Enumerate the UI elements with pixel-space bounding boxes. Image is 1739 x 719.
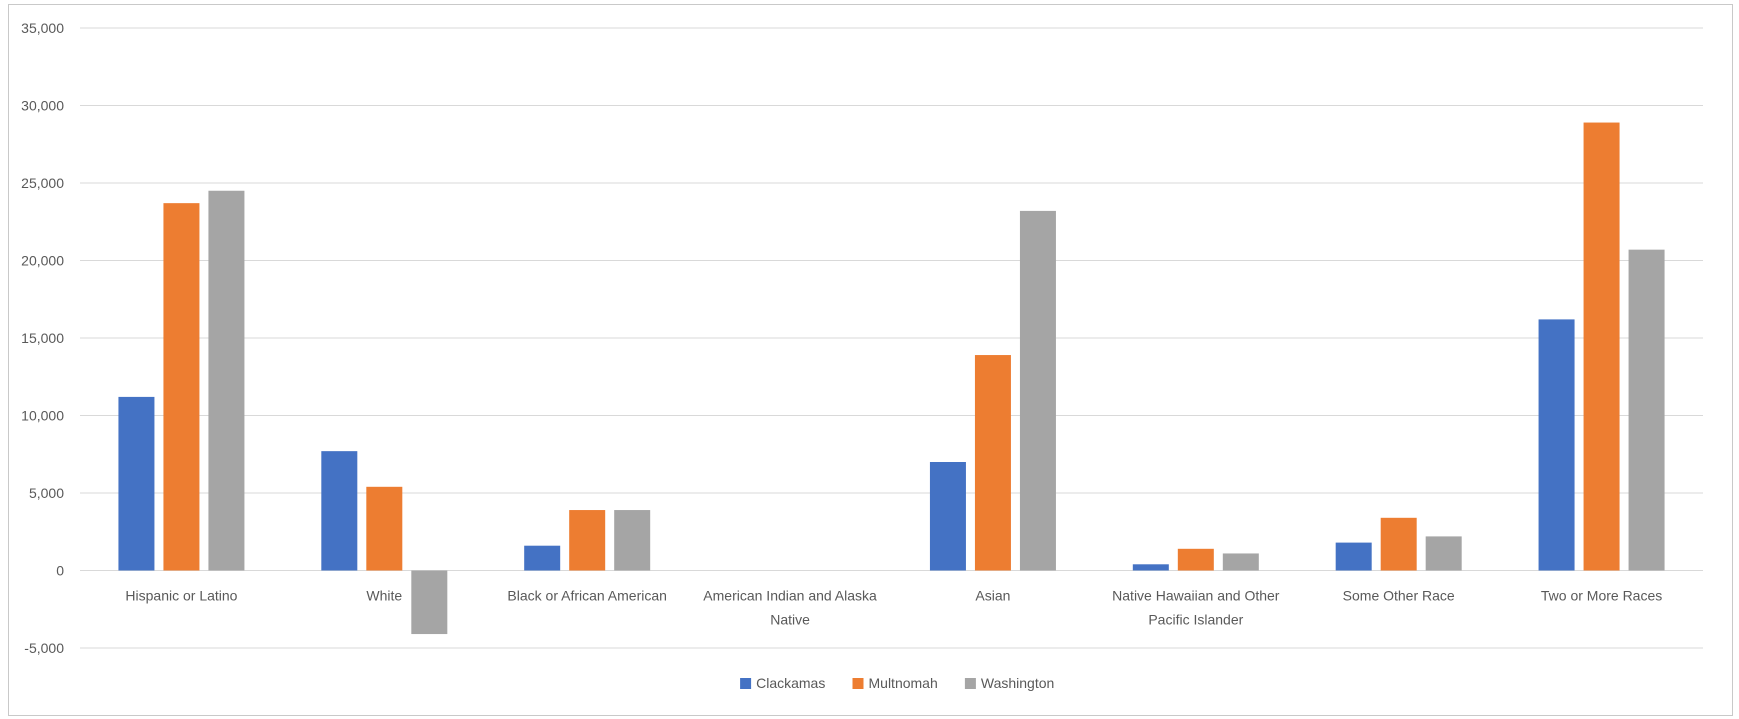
bar-clackamas — [1538, 319, 1575, 571]
y-tick-label: 25,000 — [21, 175, 64, 191]
legend-swatch-multnomah — [852, 678, 864, 689]
x-tick-label: Black or African American — [507, 588, 667, 604]
bar-clackamas — [929, 462, 966, 571]
y-tick-label: 0 — [56, 563, 64, 579]
y-tick-label: 35,000 — [21, 20, 64, 36]
bar-washington — [614, 510, 651, 571]
y-tick-label: 5,000 — [29, 485, 64, 501]
legend-swatch-washington — [964, 678, 976, 689]
y-tick-label: 10,000 — [21, 408, 64, 424]
bar-washington — [411, 570, 448, 635]
bar-clackamas — [1335, 542, 1372, 571]
bar-multnomah — [1380, 517, 1417, 571]
bar-multnomah — [366, 486, 403, 571]
y-tick-label: -5,000 — [24, 640, 64, 656]
bar-multnomah — [1177, 548, 1214, 571]
legend-swatch-clackamas — [740, 678, 752, 689]
bar-washington — [208, 190, 245, 571]
bar-multnomah — [1583, 122, 1620, 571]
bar-clackamas — [321, 451, 358, 571]
bar-multnomah — [974, 355, 1011, 571]
x-tick-label: Pacific Islander — [1148, 612, 1243, 628]
x-tick-label: Asian — [975, 588, 1010, 604]
bar-clackamas — [118, 396, 155, 571]
bar-washington — [1628, 249, 1665, 571]
bar-clackamas — [524, 545, 561, 571]
x-tick-label: American Indian and Alaska — [703, 588, 877, 604]
x-tick-label: Hispanic or Latino — [125, 588, 237, 604]
y-tick-label: 20,000 — [21, 253, 64, 269]
y-tick-label: 30,000 — [21, 98, 64, 114]
bar-washington — [1019, 210, 1056, 571]
legend-label-washington: Washington — [981, 675, 1054, 691]
bar-multnomah — [569, 510, 606, 571]
bar-washington — [1425, 536, 1462, 571]
x-tick-label: White — [366, 588, 402, 604]
x-tick-label: Native Hawaiian and Other — [1112, 588, 1280, 604]
bar-washington — [1222, 553, 1259, 571]
x-tick-label: Some Other Race — [1343, 588, 1455, 604]
bar-multnomah — [163, 203, 200, 571]
legend-label-multnomah: Multnomah — [869, 675, 938, 691]
legend-label-clackamas: Clackamas — [756, 675, 825, 691]
bar-clackamas — [1132, 564, 1169, 571]
x-tick-label: Native — [770, 612, 810, 628]
x-tick-label: Two or More Races — [1541, 588, 1662, 604]
chart-area — [8, 4, 1733, 716]
y-tick-label: 15,000 — [21, 330, 64, 346]
